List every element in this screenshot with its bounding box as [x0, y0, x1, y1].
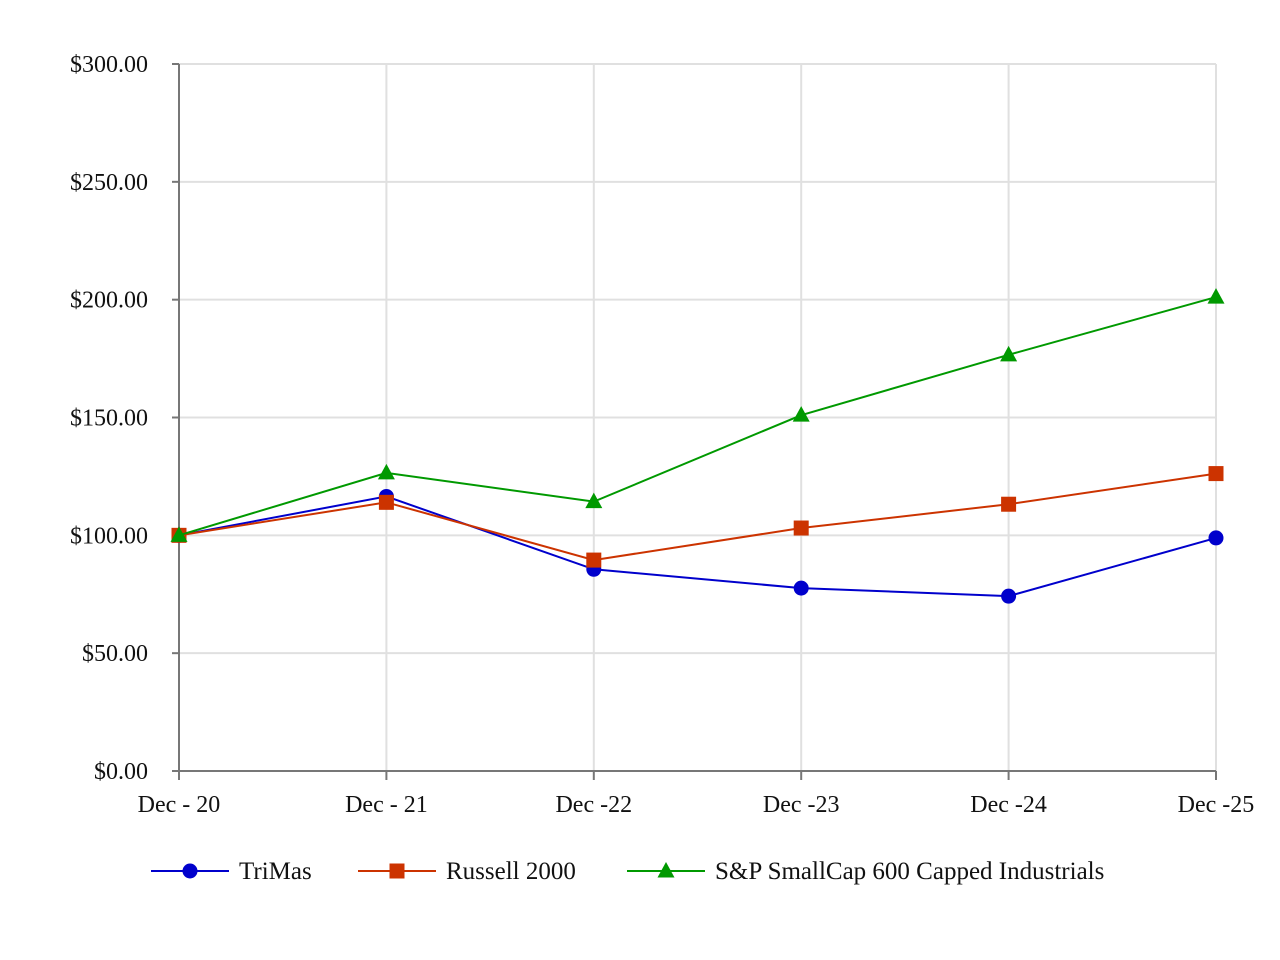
legend-marker-0: [182, 863, 198, 879]
y-tick-label: $0.00: [94, 759, 148, 785]
y-tick-label: $50.00: [82, 641, 148, 667]
data-point-1: [586, 552, 602, 568]
legend-marker-2: [657, 862, 675, 878]
y-tick-label: $100.00: [70, 523, 148, 549]
legend: TriMas Russell 2000 S&P SmallCap 600 Cappe…: [151, 858, 1104, 885]
series-line-0: [178, 495, 1217, 598]
data-point-2: [792, 406, 810, 422]
x-tick-label: Dec -25: [1178, 792, 1255, 818]
data-point-2: [585, 492, 603, 509]
data-point-2: [1207, 288, 1225, 304]
data-point-1: [378, 494, 394, 510]
series-line-2: [178, 296, 1217, 537]
data-point-1: [1208, 466, 1224, 482]
legend-label-2: S&P SmallCap 600 Capped Industrials: [715, 858, 1104, 885]
y-tick-label: $300.00: [70, 52, 148, 78]
data-point-2: [170, 526, 188, 542]
x-tick-label: Dec - 20: [138, 792, 221, 818]
data-point-1: [1001, 496, 1017, 512]
legend-label-0: TriMas: [239, 858, 312, 885]
data-point-2: [1000, 345, 1018, 362]
x-tick-label: Dec - 21: [345, 792, 428, 818]
tick-labels: $0.00 $50.00 $100.00 $150.00 $200.00 $250.00 $…: [70, 52, 1254, 818]
data-point-2: [377, 463, 395, 480]
legend-label-1: Russell 2000: [446, 858, 576, 885]
data-point-1: [793, 520, 809, 536]
x-tick-label: Dec -23: [763, 792, 840, 818]
x-tick-label: Dec -24: [970, 792, 1047, 818]
data-point-0: [793, 580, 809, 596]
x-tick-label: Dec -22: [555, 792, 632, 818]
data-series: [170, 288, 1225, 604]
data-point-0: [1208, 530, 1224, 546]
series-line-1: [178, 472, 1217, 562]
y-tick-label: $150.00: [70, 406, 148, 432]
grid-lines: [179, 63, 1217, 771]
legend-marker-1: [389, 863, 405, 879]
y-tick-label: $200.00: [70, 288, 148, 314]
axes: [172, 63, 1217, 780]
y-tick-label: $250.00: [70, 170, 148, 196]
data-point-0: [1001, 588, 1017, 604]
